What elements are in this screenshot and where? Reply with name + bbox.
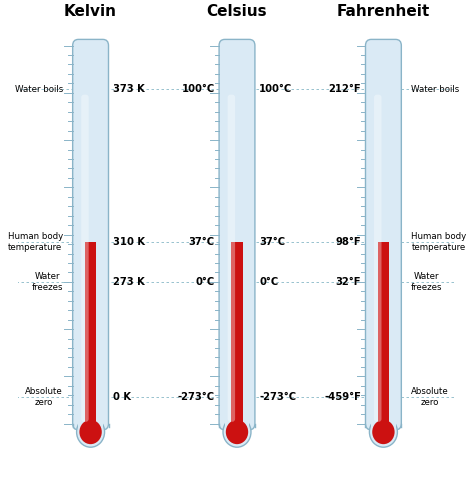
Text: Celsius: Celsius	[207, 4, 267, 20]
Circle shape	[372, 420, 394, 444]
FancyBboxPatch shape	[228, 95, 235, 422]
Text: 0°C: 0°C	[259, 277, 279, 287]
Bar	[78, 417, 103, 432]
Text: Water
freezes: Water freezes	[411, 272, 442, 292]
Text: 310 K: 310 K	[113, 237, 145, 247]
Text: 212°F: 212°F	[328, 84, 361, 94]
Text: 32°F: 32°F	[336, 277, 361, 287]
Bar	[371, 417, 396, 432]
Circle shape	[369, 417, 397, 447]
Bar	[371, 415, 396, 430]
FancyBboxPatch shape	[219, 39, 255, 430]
Text: 100°C: 100°C	[182, 84, 215, 94]
Text: Fahrenheit: Fahrenheit	[337, 4, 430, 20]
FancyBboxPatch shape	[365, 39, 401, 430]
Text: 100°C: 100°C	[259, 84, 292, 94]
Text: Kelvin: Kelvin	[64, 4, 117, 20]
Circle shape	[223, 417, 251, 447]
Circle shape	[80, 420, 102, 444]
Text: Water boils: Water boils	[411, 85, 459, 93]
Text: -273°C: -273°C	[259, 392, 296, 402]
Text: 0 K: 0 K	[113, 392, 131, 402]
Bar	[377, 242, 389, 432]
Text: 98°F: 98°F	[336, 237, 361, 247]
Text: Water
freezes: Water freezes	[32, 272, 63, 292]
Bar	[225, 415, 249, 430]
Text: Human body
temperature: Human body temperature	[8, 232, 63, 252]
Text: -273°C: -273°C	[178, 392, 215, 402]
Text: Absolute
zero: Absolute zero	[411, 388, 449, 407]
Text: Human body
temperature: Human body temperature	[411, 232, 466, 252]
Text: 37°C: 37°C	[259, 237, 285, 247]
FancyBboxPatch shape	[73, 39, 109, 430]
Text: Water boils: Water boils	[15, 85, 63, 93]
Bar	[85, 242, 97, 432]
Text: Absolute
zero: Absolute zero	[25, 388, 63, 407]
FancyBboxPatch shape	[81, 95, 89, 422]
Circle shape	[226, 420, 248, 444]
Bar	[78, 415, 103, 430]
Text: 273 K: 273 K	[113, 277, 145, 287]
FancyBboxPatch shape	[374, 95, 382, 422]
Text: 373 K: 373 K	[113, 84, 145, 94]
Text: 0°C: 0°C	[195, 277, 215, 287]
Text: -459°F: -459°F	[324, 392, 361, 402]
Circle shape	[77, 417, 105, 447]
Text: 37°C: 37°C	[189, 237, 215, 247]
Bar	[225, 417, 249, 432]
Bar	[231, 242, 243, 432]
